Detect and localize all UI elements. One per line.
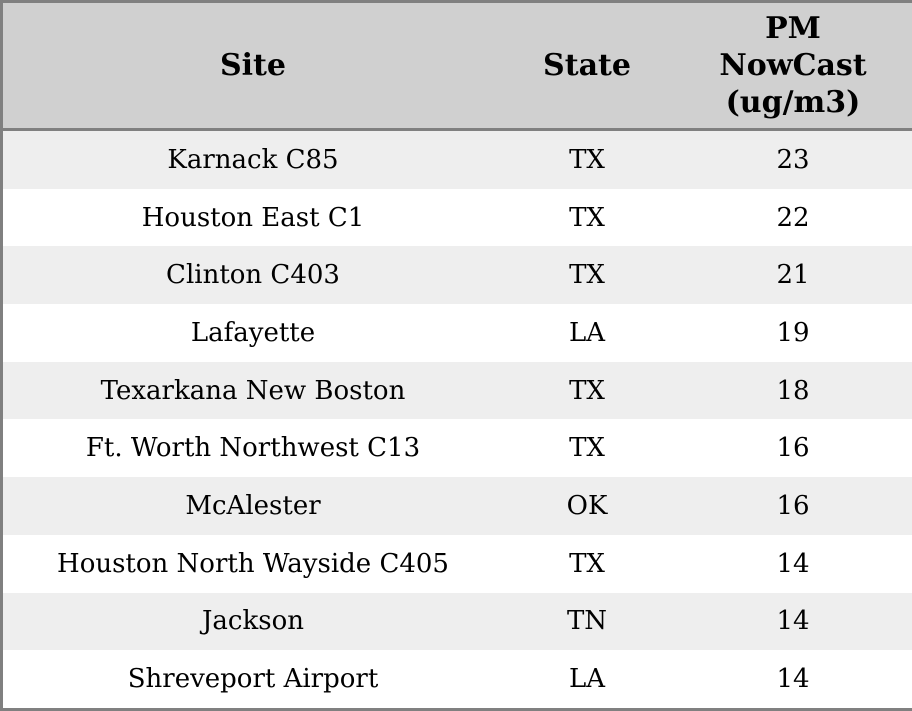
state-cell: LA <box>568 317 606 348</box>
state-cell: TX <box>569 260 605 291</box>
site-cell: Lafayette <box>190 317 316 348</box>
column-header-site: Site <box>3 3 503 131</box>
column-header-state: State <box>503 3 671 131</box>
table-header: Site State PM NowCast (ug/m3) <box>3 3 912 131</box>
site-cell: McAlester <box>185 490 321 521</box>
site-cell: Karnack C85 <box>167 144 339 175</box>
pm-header-line-3: (ug/m3) <box>725 85 861 121</box>
table-body: Karnack C85 TX 23 Houston East C1 TX 22 … <box>3 129 912 708</box>
table-row: Houston North Wayside C405 TX 14 <box>3 534 912 593</box>
pm-nowcast-cell: 23 <box>776 144 810 175</box>
pm-nowcast-cell: 19 <box>776 317 810 348</box>
state-cell: TX <box>569 202 605 233</box>
table-row: Lafayette LA 19 <box>3 304 912 362</box>
pm-header-line-1: PM <box>765 10 821 46</box>
site-cell: Houston North Wayside C405 <box>57 548 449 579</box>
data-table: Site State PM NowCast (ug/m3) Karnack C8… <box>3 3 912 708</box>
site-cell: Ft. Worth Northwest C13 <box>85 433 421 464</box>
site-cell: Clinton C403 <box>166 260 340 291</box>
pm-nowcast-cell: 18 <box>776 375 810 406</box>
site-cell: Jackson <box>202 606 304 637</box>
table-row: Texarkana New Boston TX 18 <box>3 361 912 420</box>
state-cell: OK <box>566 490 608 521</box>
pm-nowcast-cell: 21 <box>776 260 810 291</box>
pm-nowcast-cell: 16 <box>776 490 810 521</box>
state-cell: TN <box>566 606 608 637</box>
pm-nowcast-cell: 22 <box>776 202 810 233</box>
state-cell: TX <box>569 144 605 175</box>
site-cell: Shreveport Airport <box>127 664 379 695</box>
state-cell: TX <box>569 375 605 406</box>
table-row: Jackson TN 14 <box>3 592 912 651</box>
table-row: Clinton C403 TX 21 <box>3 246 912 305</box>
table-row: Karnack C85 TX 23 <box>3 129 912 189</box>
site-cell: Texarkana New Boston <box>100 375 406 406</box>
pm-nowcast-cell: 14 <box>776 664 810 695</box>
table-row: Houston East C1 TX 22 <box>3 188 912 247</box>
pm-nowcast-cell: 16 <box>776 433 810 464</box>
table-row: McAlester OK 16 <box>3 477 912 535</box>
header-row: Site State PM NowCast (ug/m3) <box>3 3 912 131</box>
pm-nowcast-cell: 14 <box>776 606 810 637</box>
state-cell: TX <box>569 548 605 579</box>
table-row: Ft. Worth Northwest C13 TX 16 <box>3 419 912 478</box>
table-row: Shreveport Airport LA 14 <box>3 650 912 708</box>
state-cell: LA <box>568 664 606 695</box>
pm-nowcast-cell: 14 <box>776 548 810 579</box>
site-cell: Houston East C1 <box>141 202 365 233</box>
pm-header-line-2: NowCast <box>719 47 867 83</box>
column-header-pm-nowcast: PM NowCast (ug/m3) <box>671 3 912 131</box>
state-cell: TX <box>569 433 605 464</box>
